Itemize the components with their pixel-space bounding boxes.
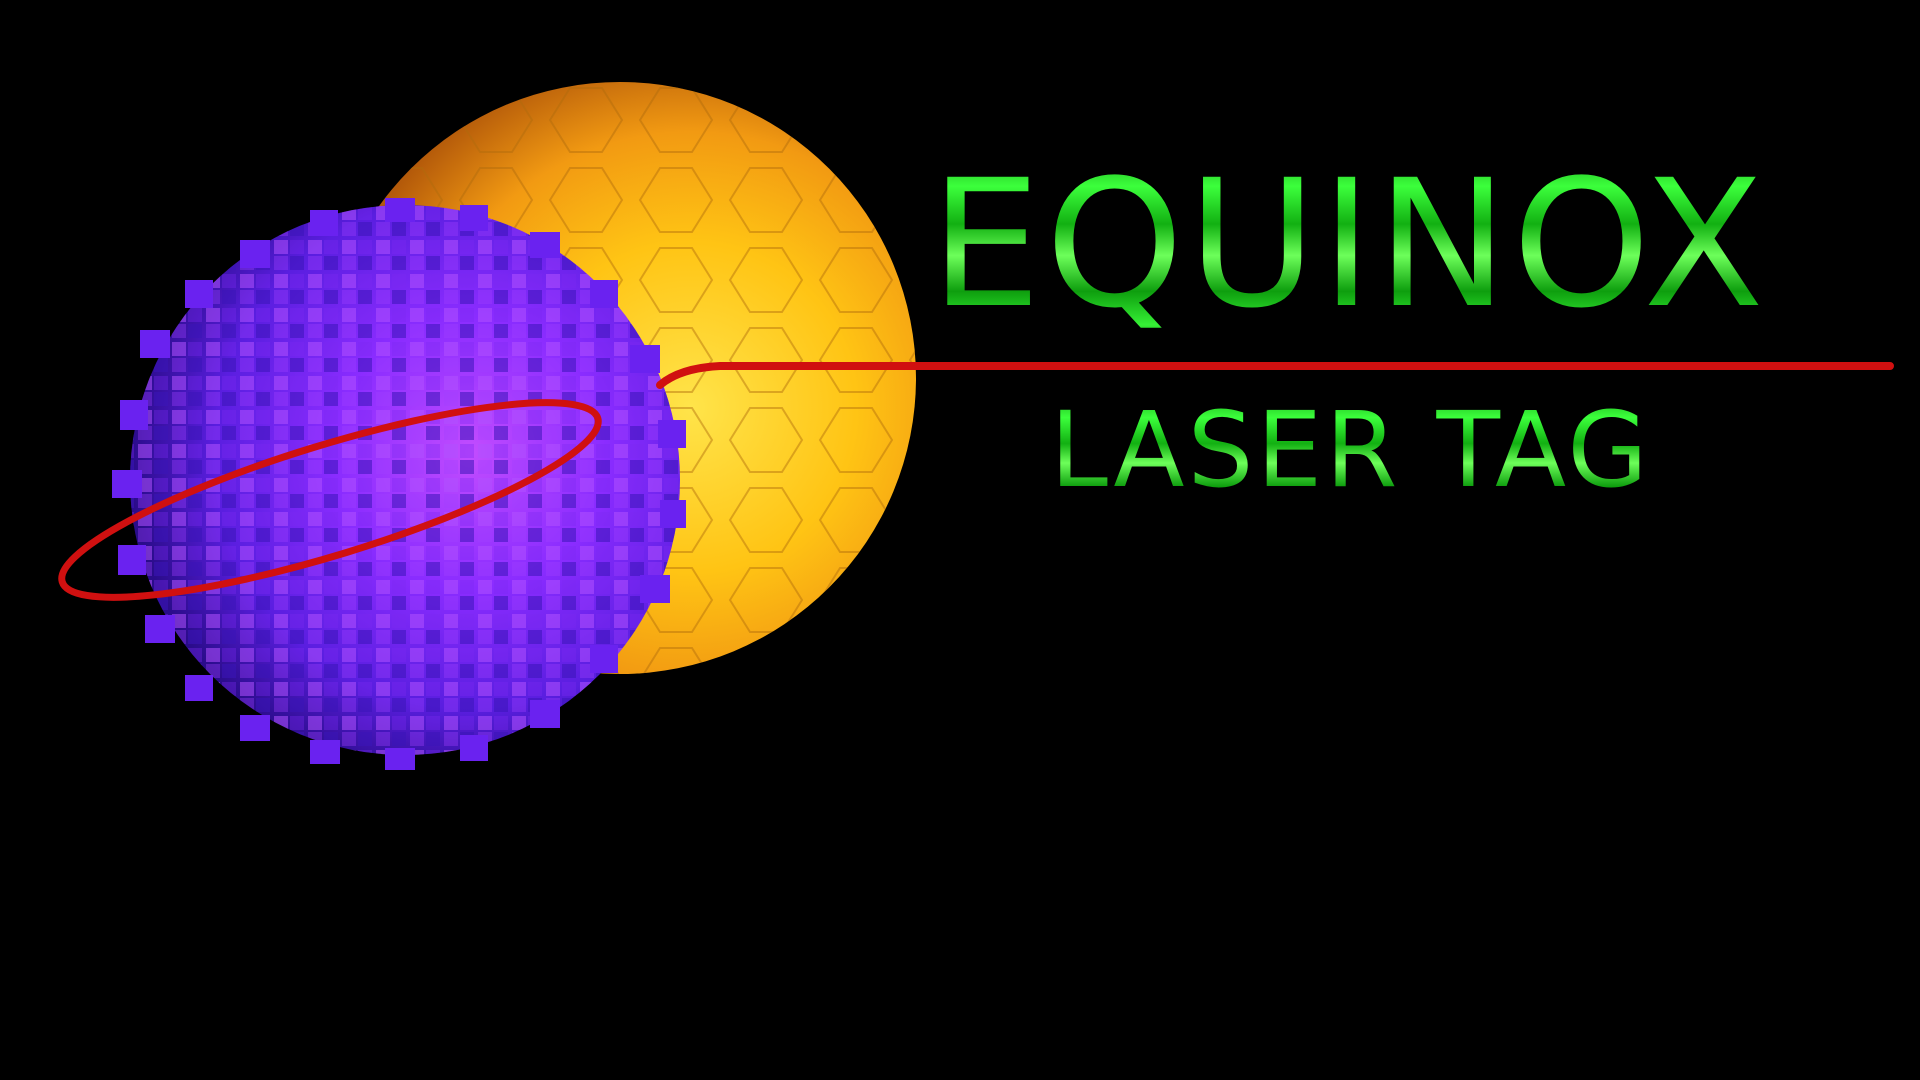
- brand-title: EQUINOX: [930, 140, 1910, 350]
- laser-beam-icon: [58, 362, 1894, 601]
- cube-planet-icon: [112, 198, 686, 770]
- brand-subtitle: LASER TAG: [1050, 385, 1770, 515]
